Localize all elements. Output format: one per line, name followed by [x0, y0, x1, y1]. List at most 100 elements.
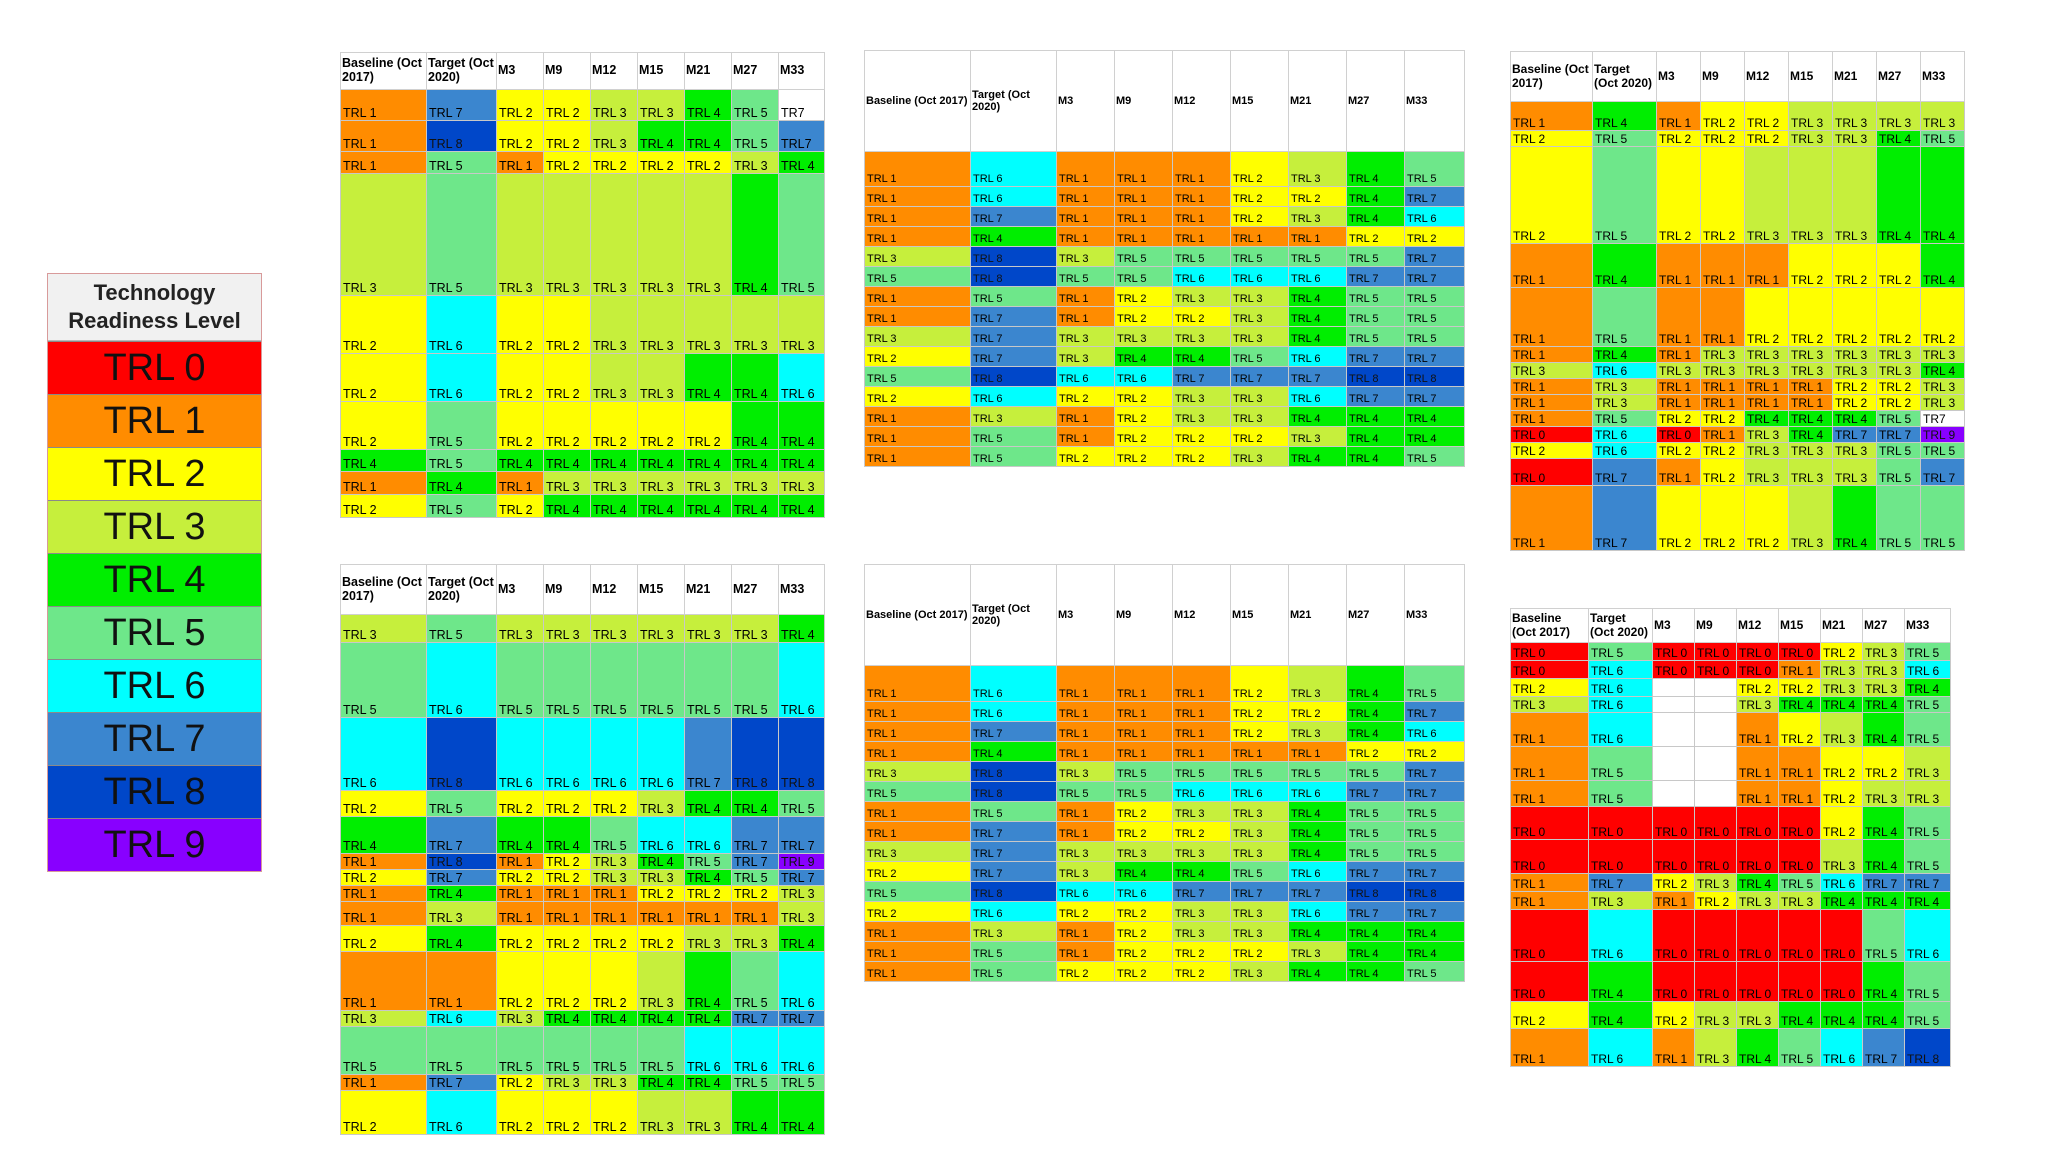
table-row: TRL 1 TRL 7 TRL 1 TRL 1 TRL 1 TRL 2 TRL 3 TRL 4… [864, 721, 1465, 742]
trl-cell: TRL 1 [1114, 226, 1173, 247]
trl-cell: TRL 1 [864, 961, 971, 982]
trl-cell: TRL 4 [1114, 346, 1173, 367]
trl-cell: TRL 5 [1904, 839, 1951, 874]
trl-cell: TRL 2 [1056, 386, 1115, 407]
trl-cell: TRL 5 [543, 1026, 591, 1075]
trl-cell: TRL 2 [543, 401, 591, 450]
trl-cell: TRL 4 [1288, 961, 1347, 982]
trl-cell: TRL 2 [637, 401, 685, 450]
trl-cell: TRL 3 [1876, 346, 1921, 363]
trl-cell: TRL 3 [1788, 130, 1833, 147]
trl-cell: TRL 7 [1346, 266, 1405, 287]
trl-cell: TRL 4 [1904, 891, 1951, 910]
trl-cell: TRL 2 [864, 386, 971, 407]
table-row: TRL 2 TRL 5 TRL 2 TRL 2 TRL 2 TRL 2 TRL 2 TRL 4… [340, 401, 825, 450]
table-row: TRL 1 TRL 5 TRL 2 TRL 2 TRL 2 TRL 3 TRL 4 TRL 4… [864, 961, 1465, 982]
trl-cell: TRL 2 [340, 295, 427, 354]
trl-cell: TRL 4 [731, 401, 779, 450]
trl-cell: TRL 6 [1588, 678, 1653, 697]
trl-cell: TRL 3 [1788, 101, 1833, 131]
trl-cell: TRL 0 [1510, 660, 1589, 679]
trl-cell: TRL 1 [864, 406, 971, 427]
trl-cell: TRL 5 [970, 446, 1057, 467]
trl-cell: TRL 1 [1172, 665, 1231, 702]
column-header: M15 [1778, 608, 1821, 643]
trl-cell: TRL 4 [637, 853, 685, 870]
trl-cell: TRL 3 [1920, 101, 1965, 131]
trl-cell: TRL 4 [590, 449, 638, 472]
trl-table-bottom-right: Baseline (Oct 2017) Target (Oct 2020) M3 M9… [1510, 608, 1951, 1067]
trl-cell: TRL 1 [1114, 721, 1173, 742]
trl-cell: TRL 4 [543, 1010, 591, 1027]
trl-cell: TRL 1 [1778, 746, 1821, 781]
trl-cell: TRL 1 [1056, 186, 1115, 207]
trl-cell: TRL 4 [970, 741, 1057, 762]
trl-cell: TRL 3 [590, 614, 638, 643]
trl-cell: TRL 5 [1588, 780, 1653, 807]
trl-cell: TRL 7 [426, 1074, 497, 1091]
trl-cell: TRL 0 [1736, 909, 1779, 962]
trl-cell: TRL 0 [1694, 806, 1737, 840]
trl-cell: TRL 4 [731, 353, 779, 402]
trl-cell: TRL 4 [1920, 146, 1965, 244]
trl-cell: TRL 7 [684, 717, 732, 791]
trl-cell: TRL 8 [1346, 881, 1405, 902]
trl-cell: TRL 3 [864, 761, 971, 782]
column-header: Baseline (Oct 2017) [1510, 608, 1589, 643]
trl-cell: TRL 5 [970, 941, 1057, 962]
trl-cell: TRL 5 [1404, 446, 1465, 467]
trl-cell: TRL 6 [426, 642, 497, 718]
trl-cell: TRL 4 [637, 1074, 685, 1091]
trl-table-bottom-middle: Baseline (Oct 2017) Target (Oct 2020) M3 M9… [864, 564, 1465, 982]
trl-cell: TRL 7 [1404, 901, 1465, 922]
legend-item-trl-9: TRL 9 [48, 818, 261, 871]
trl-cell: TRL 3 [1056, 326, 1115, 347]
trl-cell: TRL 3 [1904, 746, 1951, 781]
trl-cell: TRL 2 [1172, 446, 1231, 467]
trl-cell: TRL 2 [1832, 243, 1877, 288]
trl-cell: TRL 5 [731, 120, 779, 152]
trl-cell: TRL 0 [1778, 909, 1821, 962]
trl-cell: TRL 2 [1114, 901, 1173, 922]
trl-cell: TRL 5 [590, 642, 638, 718]
trl-cell: TRL 6 [1820, 1028, 1863, 1067]
trl-cell: TRL 7 [426, 89, 497, 121]
trl-cell: TRL 8 [970, 266, 1057, 287]
trl-cell: TRL 0 [1652, 806, 1695, 840]
trl-cell: TRL 4 [684, 120, 732, 152]
trl-cell: TRL 5 [731, 869, 779, 886]
trl-cell: TRL 3 [1230, 386, 1289, 407]
table-row: TRL 1 TRL 8 TRL 2 TRL 2 TRL 3 TRL 4 TRL 4 TRL 5… [340, 120, 825, 152]
trl-cell: TRL 7 [1404, 386, 1465, 407]
trl-cell: TRL 7 [1592, 458, 1657, 486]
trl-cell: TRL 4 [1288, 286, 1347, 307]
trl-cell [1694, 678, 1737, 697]
table-row: TRL 5 TRL 8 TRL 6 TRL 6 TRL 7 TRL 7 TRL 7 TRL 8… [864, 881, 1465, 902]
trl-cell: TRL 0 [1652, 961, 1695, 1002]
trl-cell: TRL 0 [1694, 909, 1737, 962]
trl-cell: TRL 2 [1700, 146, 1745, 244]
trl-cell: TRL 3 [1832, 362, 1877, 379]
trl-cell: TRL 2 [340, 401, 427, 450]
trl-cell: TRL 2 [1114, 406, 1173, 427]
trl-cell: TRL 3 [1700, 362, 1745, 379]
trl-cell: TRL 5 [1592, 130, 1657, 147]
trl-cell: TRL 4 [1788, 426, 1833, 443]
trl-cell: TRL 3 [684, 295, 732, 354]
column-header: M12 [590, 564, 638, 615]
trl-cell: TRL 2 [1230, 186, 1289, 207]
column-header: M12 [1736, 608, 1779, 643]
trl-cell: TRL 4 [778, 614, 825, 643]
trl-cell: TRL 5 [340, 642, 427, 718]
trl-cell: TRL 3 [637, 790, 685, 817]
trl-cell: TRL 3 [1114, 841, 1173, 862]
trl-cell: TRL 2 [496, 494, 544, 518]
trl-cell: TRL 2 [1736, 678, 1779, 697]
trl-cell: TRL 2 [543, 151, 591, 174]
trl-cell: TRL 4 [1346, 941, 1405, 962]
trl-cell: TRL 3 [1876, 101, 1921, 131]
trl-cell: TRL 2 [1788, 243, 1833, 288]
table-row: TRL 1 TRL 7 TRL 1 TRL 1 TRL 1 TRL 2 TRL 3 TRL 4… [864, 206, 1465, 227]
trl-cell: TRL 0 [1736, 660, 1779, 679]
trl-cell: TRL 1 [864, 665, 971, 702]
